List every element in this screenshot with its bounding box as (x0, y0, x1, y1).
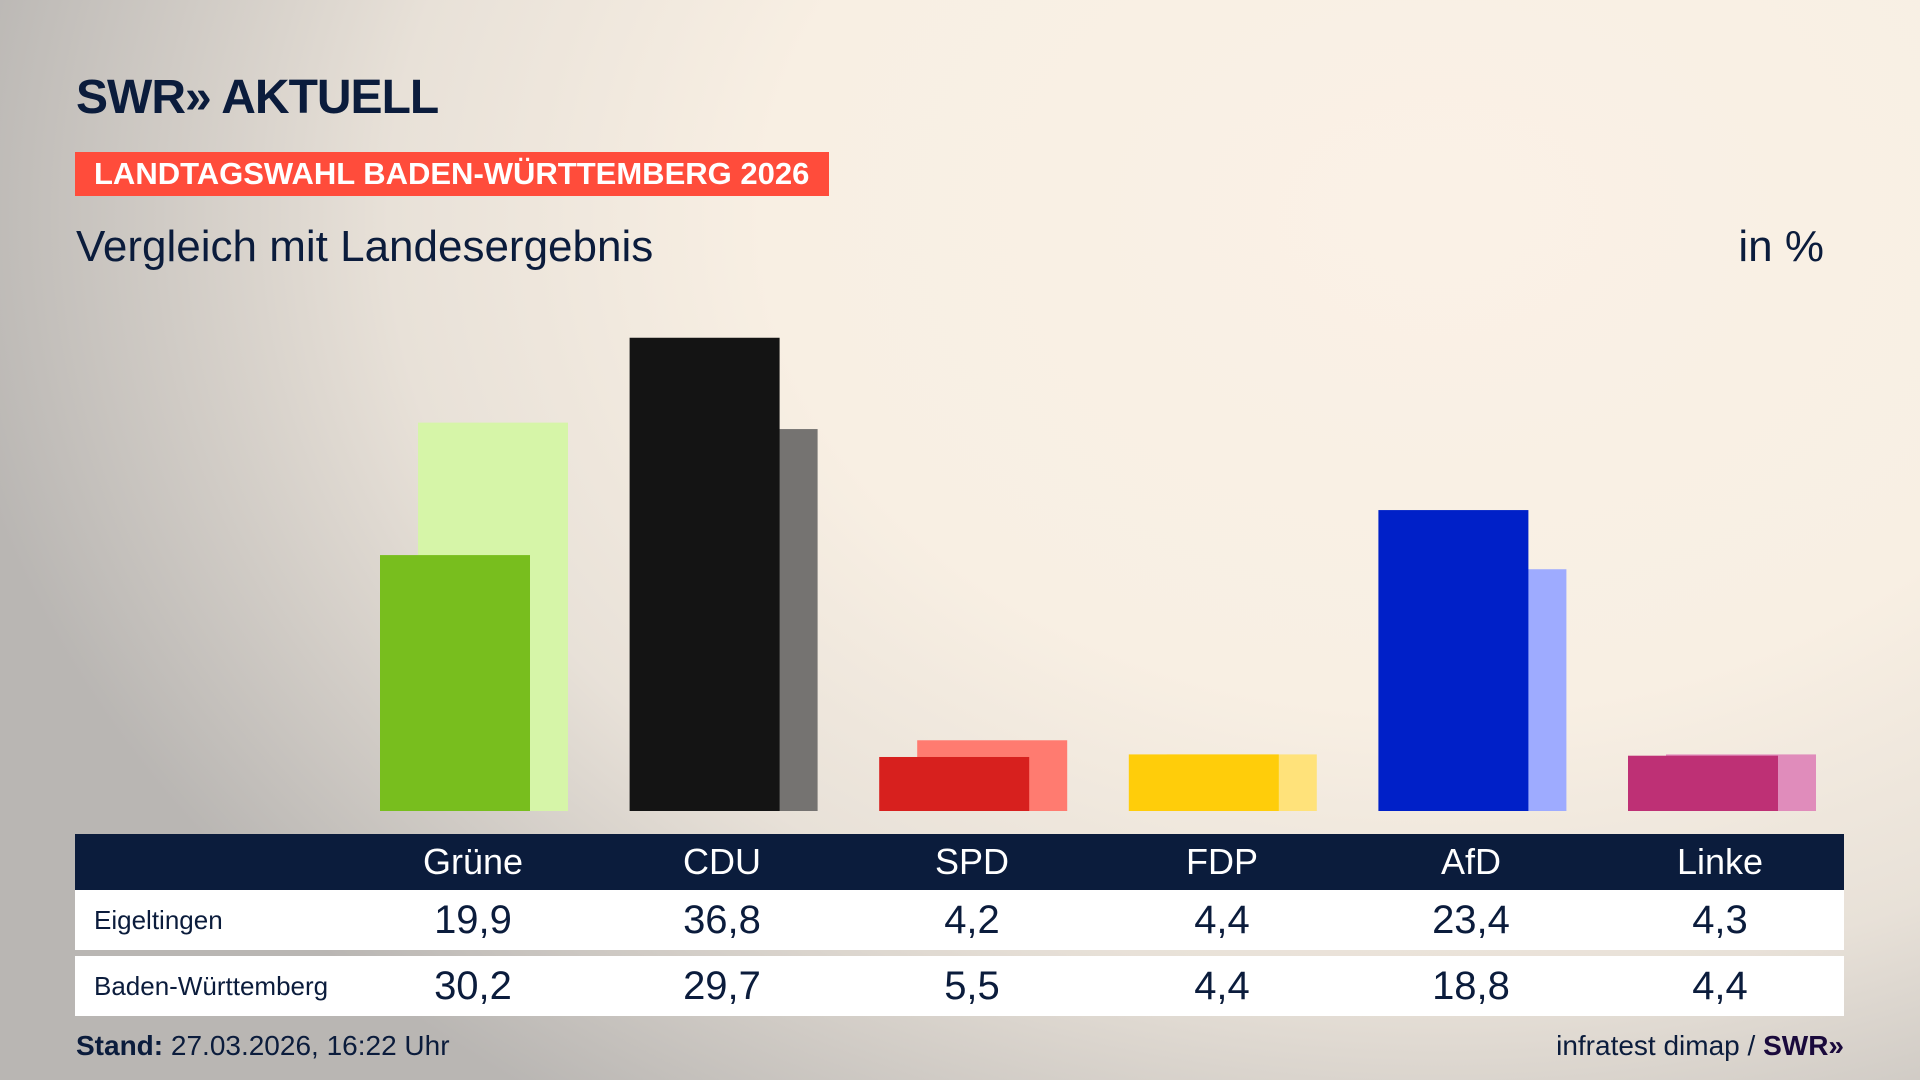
swr-logo: SWR» (1763, 1030, 1844, 1061)
bar-local-cdu (629, 337, 780, 811)
bar-chart (380, 337, 1816, 811)
value-cell: 29,7 (683, 963, 761, 1008)
chart-title: Vergleich mit Landesergebnis (76, 222, 654, 271)
header-cell: Grüne (422, 841, 524, 882)
value-cell: 23,4 (1432, 897, 1510, 942)
value-cell: 30,2 (434, 963, 512, 1008)
value-cell: 4,2 (944, 897, 1000, 942)
value-cell: 19,9 (434, 897, 512, 942)
value-cell: 4,3 (1692, 897, 1748, 942)
header-cell: FDP (1186, 841, 1258, 882)
header-cell: Linke (1676, 841, 1764, 882)
timestamp: Stand: 27.03.2026, 16:22 Uhr (76, 1030, 450, 1062)
bar-local-spd (879, 756, 1030, 811)
row-label: Eigeltingen (94, 904, 223, 935)
header-cell: CDU (683, 841, 761, 882)
table-header: Grüne CDU SPD FDP AfD Linke (75, 834, 1844, 890)
value-cell: 36,8 (683, 897, 761, 942)
bar-local-grüne (380, 555, 530, 811)
stand-label: Stand: (76, 1030, 164, 1061)
value-cell: 18,8 (1432, 963, 1510, 1008)
election-banner: LANDTAGSWAHL BADEN-WÜRTTEMBERG 2026 (75, 152, 829, 196)
source: infratest dimap / SWR» (1556, 1030, 1844, 1062)
row-label: Baden-Württemberg (94, 970, 329, 1001)
value-cell: 4,4 (1692, 963, 1748, 1008)
bar-local-linke (1628, 755, 1778, 811)
header-cell: AfD (1440, 841, 1501, 882)
header-cell: SPD (934, 841, 1010, 882)
stand-value: 27.03.2026, 16:22 Uhr (170, 1030, 450, 1061)
value-cell: 5,5 (944, 963, 1000, 1008)
table-row: Baden-Württemberg 30,2 29,7 5,5 4,4 18,8… (75, 956, 1844, 1016)
unit-label: in % (1738, 222, 1824, 271)
source-text: infratest dimap / (1556, 1030, 1756, 1061)
table-row: Eigeltingen 19,9 36,8 4,2 4,4 23,4 4,3 (75, 890, 1844, 950)
bar-local-afd (1378, 510, 1529, 811)
bar-local-fdp (1128, 754, 1279, 811)
value-cell: 4,4 (1194, 897, 1250, 942)
swr-aktuell-logo: SWR» AKTUELL (76, 71, 439, 124)
value-cell: 4,4 (1194, 963, 1250, 1008)
